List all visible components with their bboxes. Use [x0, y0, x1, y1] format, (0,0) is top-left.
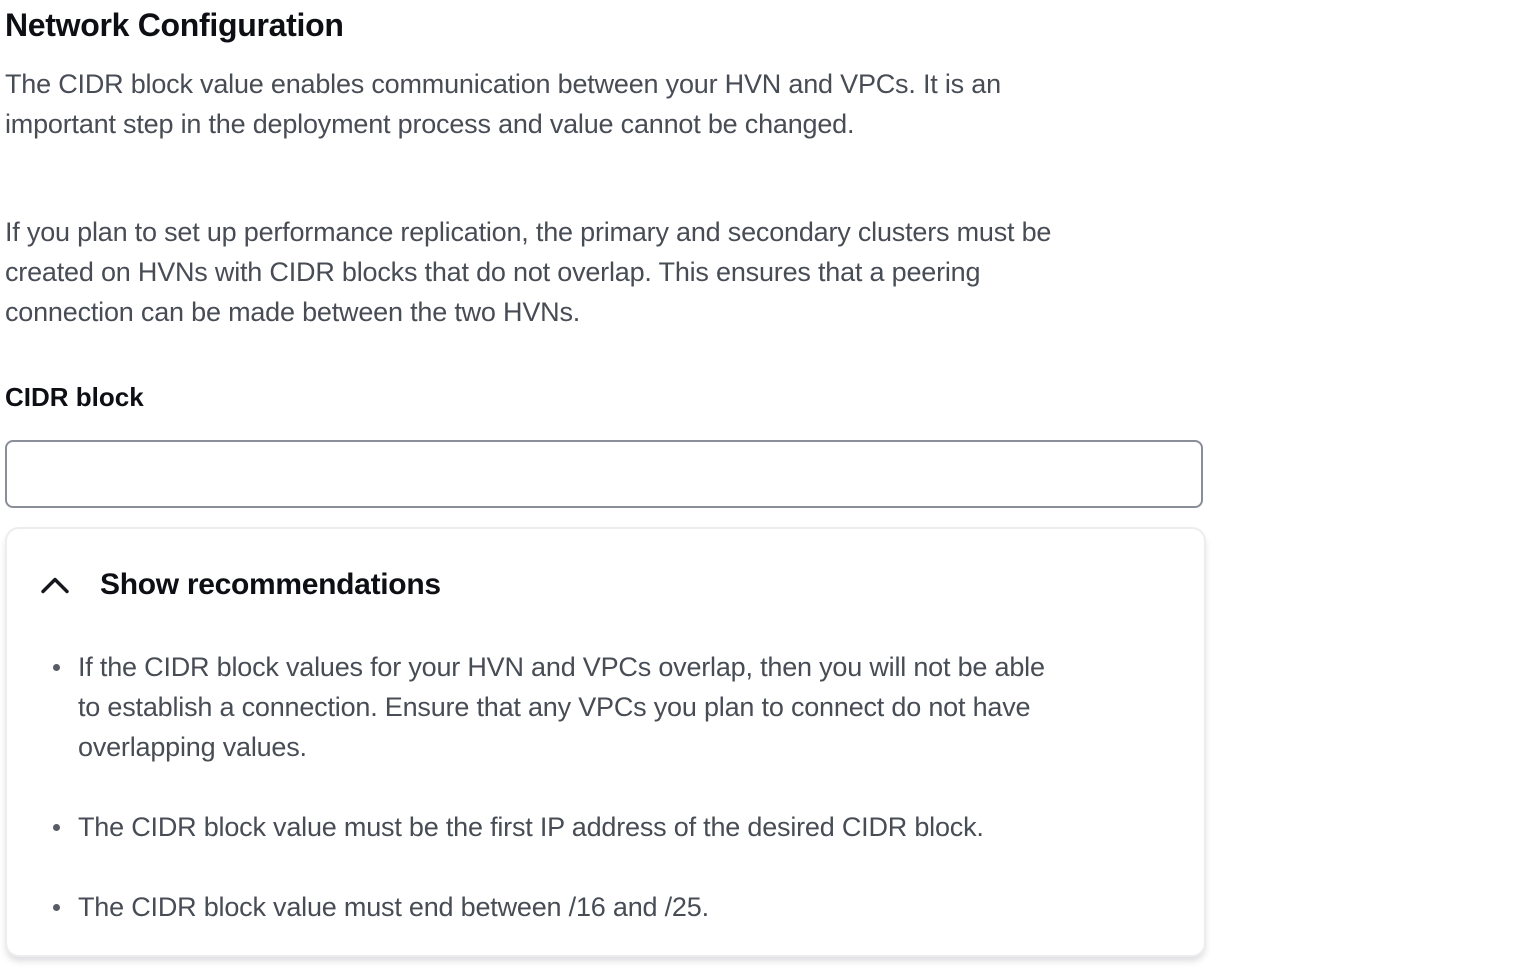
- cidr-intro-paragraph: The CIDR block value enables communicati…: [5, 69, 1001, 139]
- page-title: Network Configuration: [5, 7, 344, 43]
- recommendations-list: If the CIDR block values for your HVN an…: [40, 647, 1180, 927]
- replication-note-paragraph: If you plan to set up performance replic…: [5, 217, 1052, 327]
- recommendations-toggle[interactable]: Show recommendations: [40, 565, 441, 605]
- recommendation-item-first-ip: The CIDR block value must be the first I…: [40, 807, 1180, 847]
- chevron-up-icon: [41, 577, 69, 594]
- cidr-block-label: CIDR block: [5, 382, 144, 412]
- recommendations-card: Show recommendations If the CIDR block v…: [5, 527, 1206, 957]
- recommendation-item-overlap: If the CIDR block values for your HVN an…: [40, 647, 1180, 767]
- cidr-block-input[interactable]: [5, 440, 1203, 508]
- network-configuration-section: Network Configuration The CIDR block val…: [0, 6, 1211, 957]
- recommendations-toggle-label: Show recommendations: [100, 568, 441, 601]
- recommendation-item-range: The CIDR block value must end between /1…: [40, 887, 1180, 927]
